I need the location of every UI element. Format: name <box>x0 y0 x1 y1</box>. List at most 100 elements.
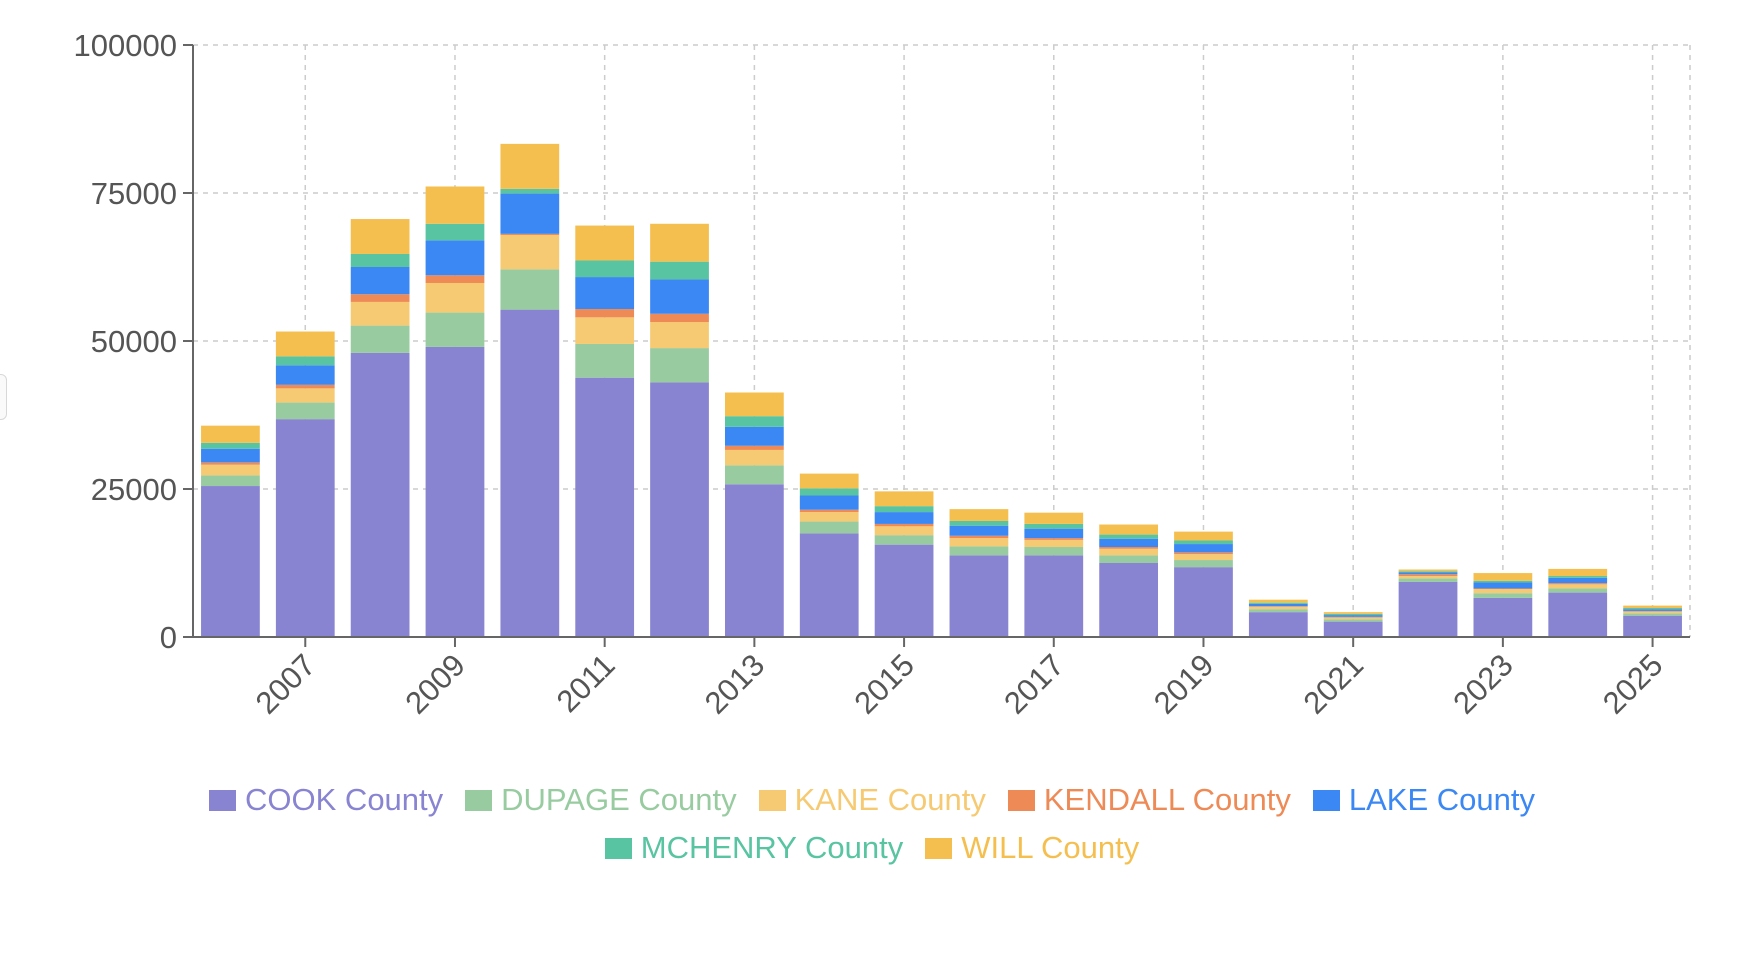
bar-segment-kane-county-2020[interactable] <box>1248 606 1308 610</box>
bar-segment-kendall-county-2016[interactable] <box>949 535 1009 539</box>
bar-segment-kendall-county-2017[interactable] <box>1024 538 1084 540</box>
bar-segment-dupage-county-2012[interactable] <box>650 348 709 383</box>
bar-segment-lake-county-2006[interactable] <box>201 448 260 463</box>
bar-segment-kendall-county-2008[interactable] <box>350 294 410 302</box>
bar-segment-lake-county-2024[interactable] <box>1548 577 1608 584</box>
bar-segment-mchenry-county-2011[interactable] <box>575 260 635 278</box>
bar-segment-kane-county-2024[interactable] <box>1548 584 1608 589</box>
bar-segment-dupage-county-2013[interactable] <box>724 465 784 485</box>
bar-segment-will-county-2010[interactable] <box>500 143 560 189</box>
bar-segment-cook-county-2025[interactable] <box>1623 615 1682 637</box>
bar-segment-kendall-county-2024[interactable] <box>1548 583 1608 585</box>
legend-item-will-county[interactable]: WILL County <box>925 824 1139 872</box>
bar-segment-kane-county-2022[interactable] <box>1398 576 1458 579</box>
bar-segment-cook-county-2008[interactable] <box>350 352 410 637</box>
bar-segment-cook-county-2022[interactable] <box>1398 581 1458 637</box>
bar-segment-mchenry-county-2007[interactable] <box>275 356 335 366</box>
bar-segment-dupage-county-2007[interactable] <box>275 402 335 420</box>
bar-segment-lake-county-2011[interactable] <box>575 277 635 310</box>
bar-segment-dupage-county-2009[interactable] <box>425 312 485 347</box>
bar-segment-mchenry-county-2023[interactable] <box>1473 580 1533 583</box>
bar-segment-dupage-county-2021[interactable] <box>1323 619 1383 622</box>
bar-segment-lake-county-2012[interactable] <box>650 279 709 314</box>
bar-segment-will-county-2025[interactable] <box>1623 605 1682 608</box>
bar-segment-dupage-county-2008[interactable] <box>350 325 410 353</box>
bar-segment-kane-county-2014[interactable] <box>799 512 859 522</box>
bar-segment-cook-county-2017[interactable] <box>1024 555 1084 637</box>
bar-segment-kendall-county-2020[interactable] <box>1248 606 1308 607</box>
bar-segment-mchenry-county-2024[interactable] <box>1548 576 1608 578</box>
bar-segment-dupage-county-2018[interactable] <box>1099 555 1159 563</box>
bar-segment-lake-county-2015[interactable] <box>874 512 934 524</box>
bar-segment-lake-county-2013[interactable] <box>724 426 784 446</box>
bar-segment-kane-county-2025[interactable] <box>1623 611 1682 614</box>
bar-segment-kendall-county-2010[interactable] <box>500 233 560 236</box>
bar-segment-kane-county-2018[interactable] <box>1099 548 1159 556</box>
bar-segment-kendall-county-2015[interactable] <box>874 523 934 527</box>
bar-segment-will-county-2015[interactable] <box>874 491 934 507</box>
bar-segment-cook-county-2016[interactable] <box>949 555 1009 637</box>
bar-segment-will-county-2019[interactable] <box>1174 531 1233 541</box>
bar-segment-cook-county-2023[interactable] <box>1473 597 1533 637</box>
bar-segment-mchenry-county-2014[interactable] <box>799 488 859 496</box>
bar-segment-cook-county-2021[interactable] <box>1323 621 1383 637</box>
bar-segment-lake-county-2022[interactable] <box>1398 572 1458 575</box>
bar-segment-will-county-2016[interactable] <box>949 509 1009 521</box>
bar-segment-kendall-county-2011[interactable] <box>575 309 635 318</box>
legend-item-lake-county[interactable]: LAKE County <box>1312 776 1535 824</box>
bar-segment-cook-county-2020[interactable] <box>1248 612 1308 637</box>
bar-segment-mchenry-county-2018[interactable] <box>1099 534 1159 539</box>
bar-segment-kane-county-2023[interactable] <box>1473 589 1533 594</box>
bar-segment-mchenry-county-2013[interactable] <box>724 416 784 427</box>
bar-segment-will-county-2020[interactable] <box>1248 599 1308 603</box>
bar-segment-kane-county-2013[interactable] <box>724 449 784 466</box>
bar-segment-cook-county-2018[interactable] <box>1099 563 1159 637</box>
bar-segment-kendall-county-2025[interactable] <box>1623 610 1682 612</box>
bar-segment-will-county-2018[interactable] <box>1099 524 1159 535</box>
bar-segment-cook-county-2010[interactable] <box>500 309 560 637</box>
bar-segment-dupage-county-2014[interactable] <box>799 521 859 534</box>
bar-segment-kane-county-2011[interactable] <box>575 317 635 344</box>
bar-segment-mchenry-county-2009[interactable] <box>425 223 485 241</box>
bar-segment-will-county-2006[interactable] <box>201 425 260 443</box>
bar-segment-mchenry-county-2025[interactable] <box>1623 607 1682 610</box>
bar-segment-lake-county-2018[interactable] <box>1099 538 1159 548</box>
bar-segment-will-county-2022[interactable] <box>1398 569 1458 572</box>
bar-segment-will-county-2011[interactable] <box>575 225 635 261</box>
bar-segment-lake-county-2007[interactable] <box>275 365 335 385</box>
bar-segment-lake-county-2014[interactable] <box>799 495 859 510</box>
bar-segment-kane-county-2006[interactable] <box>201 464 260 476</box>
bar-segment-cook-county-2015[interactable] <box>874 544 934 637</box>
bar-segment-kendall-county-2023[interactable] <box>1473 588 1533 590</box>
bar-segment-kendall-county-2022[interactable] <box>1398 574 1458 577</box>
bar-segment-dupage-county-2016[interactable] <box>949 546 1009 556</box>
legend-item-mchenry-county[interactable]: MCHENRY County <box>604 824 903 872</box>
bar-segment-cook-county-2013[interactable] <box>724 484 784 637</box>
bar-segment-cook-county-2011[interactable] <box>575 377 635 637</box>
bar-segment-will-county-2021[interactable] <box>1323 612 1383 614</box>
legend-item-dupage-county[interactable]: DUPAGE County <box>465 776 737 824</box>
bar-segment-kane-county-2009[interactable] <box>425 282 485 313</box>
bar-segment-cook-county-2006[interactable] <box>201 486 260 637</box>
bar-segment-dupage-county-2011[interactable] <box>575 343 635 378</box>
bar-segment-dupage-county-2010[interactable] <box>500 269 560 310</box>
bar-segment-will-county-2023[interactable] <box>1473 573 1533 581</box>
bar-segment-dupage-county-2020[interactable] <box>1248 609 1308 613</box>
bar-segment-kane-county-2008[interactable] <box>350 301 410 326</box>
bar-segment-kane-county-2012[interactable] <box>650 322 709 349</box>
bar-segment-kendall-county-2006[interactable] <box>201 462 260 465</box>
legend-item-cook-county[interactable]: COOK County <box>209 776 443 824</box>
bar-segment-lake-county-2017[interactable] <box>1024 528 1084 539</box>
bar-segment-kendall-county-2014[interactable] <box>799 509 859 513</box>
bar-segment-kendall-county-2019[interactable] <box>1174 552 1233 555</box>
bar-segment-cook-county-2007[interactable] <box>275 419 335 637</box>
bar-segment-will-county-2017[interactable] <box>1024 512 1084 524</box>
bar-segment-kendall-county-2018[interactable] <box>1099 547 1159 549</box>
bar-segment-dupage-county-2023[interactable] <box>1473 593 1533 598</box>
bar-segment-will-county-2024[interactable] <box>1548 568 1608 577</box>
bar-segment-kane-county-2019[interactable] <box>1174 554 1233 561</box>
bar-segment-kane-county-2017[interactable] <box>1024 539 1084 548</box>
bar-segment-kendall-county-2007[interactable] <box>275 384 335 389</box>
bar-segment-dupage-county-2024[interactable] <box>1548 588 1608 593</box>
bar-segment-will-county-2012[interactable] <box>650 223 709 262</box>
